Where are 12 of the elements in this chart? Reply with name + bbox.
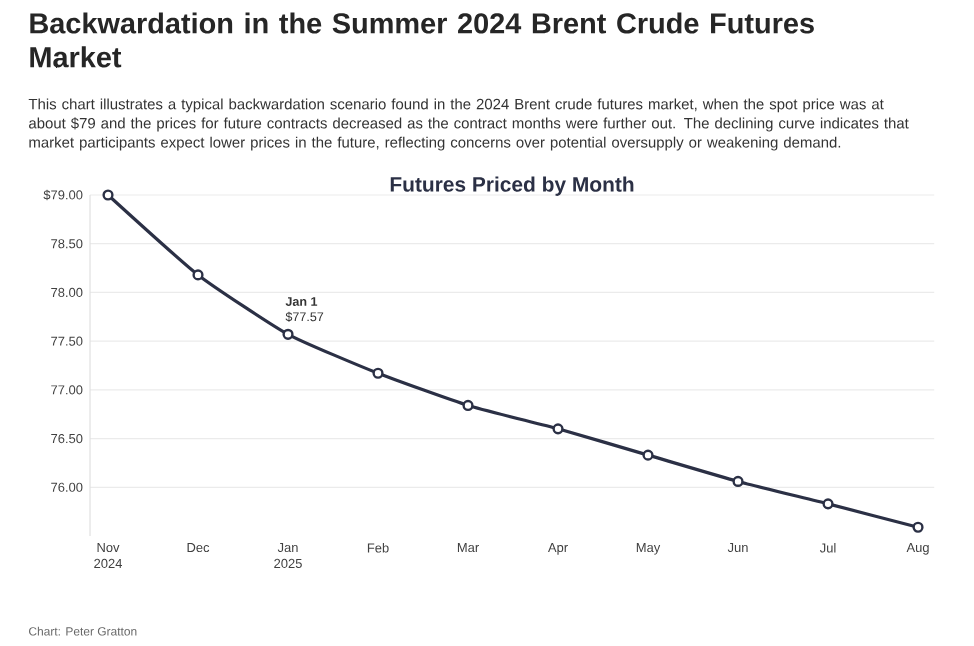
point: [102, 189, 114, 201]
point: [552, 423, 564, 435]
point: [822, 498, 834, 510]
chart-title: Backwardation in the Summer 2024 Brent Crude Futures Market: [30, 12, 814, 68]
text: Futures Priced by Month: [390, 176, 634, 196]
point: [732, 475, 744, 488]
point: [372, 367, 384, 379]
point: [282, 328, 294, 340]
point: [462, 399, 474, 412]
point: [642, 449, 654, 461]
point: [192, 269, 204, 281]
point: [912, 521, 924, 533]
